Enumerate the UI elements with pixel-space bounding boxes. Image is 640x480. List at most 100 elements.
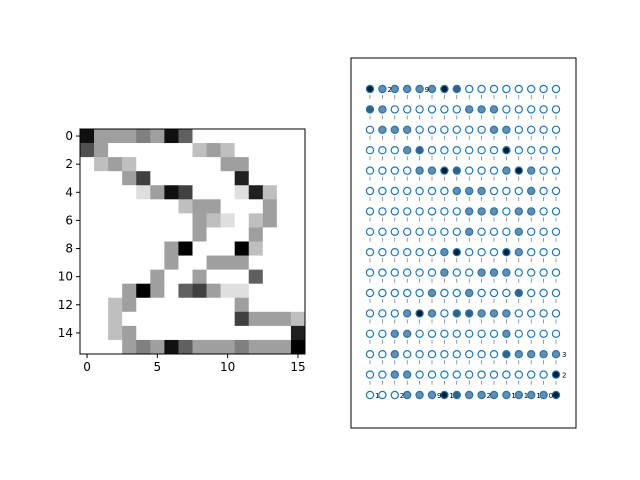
heatmap-cell xyxy=(94,283,109,299)
heatmap-cell xyxy=(122,311,137,327)
heatmap-cell xyxy=(122,269,137,284)
scatter-point xyxy=(403,288,412,298)
scatter-point xyxy=(378,390,387,400)
heatmap-cell xyxy=(248,339,264,355)
scatter-point xyxy=(427,227,437,236)
scatter-point xyxy=(514,186,524,196)
heatmap-cell xyxy=(192,185,207,200)
scatter-point xyxy=(539,370,548,379)
heatmap-cell xyxy=(220,241,235,256)
heatmap-cell xyxy=(248,269,264,284)
heatmap-cell xyxy=(206,339,221,355)
heatmap-cell xyxy=(234,171,250,186)
scatter-point xyxy=(452,370,461,379)
heatmap-cell xyxy=(178,269,193,284)
heatmap-cell xyxy=(94,241,109,256)
heatmap-cell xyxy=(136,185,151,200)
scatter-point xyxy=(465,105,474,114)
scatter-point xyxy=(465,329,474,338)
y-tick-label: 10 xyxy=(58,270,73,284)
scatter-point xyxy=(365,166,375,175)
scatter-point xyxy=(390,84,399,94)
heatmap-cell xyxy=(178,297,193,313)
scatter-point xyxy=(390,329,399,338)
scatter-point xyxy=(403,370,412,379)
heatmap-cell xyxy=(122,157,137,172)
heatmap-cell xyxy=(164,199,179,214)
scatter-point xyxy=(415,207,424,216)
heatmap-cell xyxy=(94,171,109,186)
heatmap-cell xyxy=(262,255,278,270)
heatmap-cell xyxy=(122,339,137,355)
scatter-point xyxy=(551,268,561,277)
scatter-point xyxy=(440,390,449,400)
scatter-point xyxy=(452,125,461,135)
scatter-point xyxy=(440,350,449,359)
scatter-point xyxy=(539,247,548,257)
scatter-point xyxy=(452,227,461,236)
heatmap-cell xyxy=(136,213,151,228)
heatmap-cell xyxy=(262,213,278,228)
scatter-point xyxy=(390,145,399,155)
scatter-point xyxy=(527,370,536,379)
heatmap-cell xyxy=(290,143,306,158)
heatmap-cell xyxy=(220,311,235,327)
scatter-point xyxy=(465,84,474,94)
heatmap-cell xyxy=(262,199,278,214)
bottom-annotation: 1 xyxy=(524,392,528,400)
scatter-point xyxy=(403,350,412,359)
heatmap-cell xyxy=(150,297,165,313)
x-tick-label: 10 xyxy=(220,360,235,374)
heatmap-cell xyxy=(220,213,235,228)
scatter-frame xyxy=(350,57,577,429)
scatter-point xyxy=(539,166,548,175)
heatmap-cell xyxy=(80,185,95,200)
bottom-annotation: 1 xyxy=(536,392,540,400)
heatmap-cell xyxy=(234,297,250,313)
heatmap-cell xyxy=(206,297,221,313)
heatmap-cell xyxy=(276,227,292,242)
heatmap-cell xyxy=(178,157,193,172)
heatmap-cell xyxy=(276,199,292,214)
scatter-point xyxy=(502,186,511,196)
scatter-point xyxy=(415,288,424,298)
heatmap-cell xyxy=(290,325,306,341)
heatmap-cell xyxy=(178,241,193,256)
scatter-point xyxy=(539,329,548,338)
scatter-point xyxy=(365,288,375,298)
scatter-point xyxy=(378,84,387,94)
heatmap-cell xyxy=(164,171,179,186)
scatter-point xyxy=(489,288,499,298)
scatter-point xyxy=(527,329,536,338)
scatter-point xyxy=(551,227,561,236)
heatmap-cell xyxy=(220,269,235,284)
heatmap-cell xyxy=(206,325,221,341)
heatmap-cell xyxy=(290,339,306,355)
scatter-point xyxy=(440,268,449,277)
heatmap-cell xyxy=(276,325,292,341)
heatmap-cell xyxy=(262,283,278,299)
scatter-point xyxy=(502,207,511,216)
heatmap-cell xyxy=(206,213,221,228)
scatter-point xyxy=(427,105,437,114)
scatter-point xyxy=(452,84,461,94)
heatmap-cell xyxy=(136,255,151,270)
scatter-point xyxy=(452,268,461,277)
scatter-point xyxy=(551,390,561,400)
scatter-point xyxy=(390,370,399,379)
heatmap-cell xyxy=(262,297,278,313)
heatmap-cell xyxy=(276,255,292,270)
heatmap-cell xyxy=(80,143,95,158)
heatmap-cell xyxy=(108,269,123,284)
heatmap-cell xyxy=(108,255,123,270)
heatmap-cell xyxy=(290,185,306,200)
heatmap-cell xyxy=(248,185,264,200)
heatmap-cell xyxy=(192,143,207,158)
scatter-point xyxy=(440,309,449,318)
heatmap-cell xyxy=(262,185,278,200)
scatter-point xyxy=(489,207,499,216)
scatter-point xyxy=(390,309,399,318)
heatmap-cell xyxy=(80,241,95,256)
heatmap-cell xyxy=(108,241,123,256)
heatmap-cell xyxy=(220,255,235,270)
